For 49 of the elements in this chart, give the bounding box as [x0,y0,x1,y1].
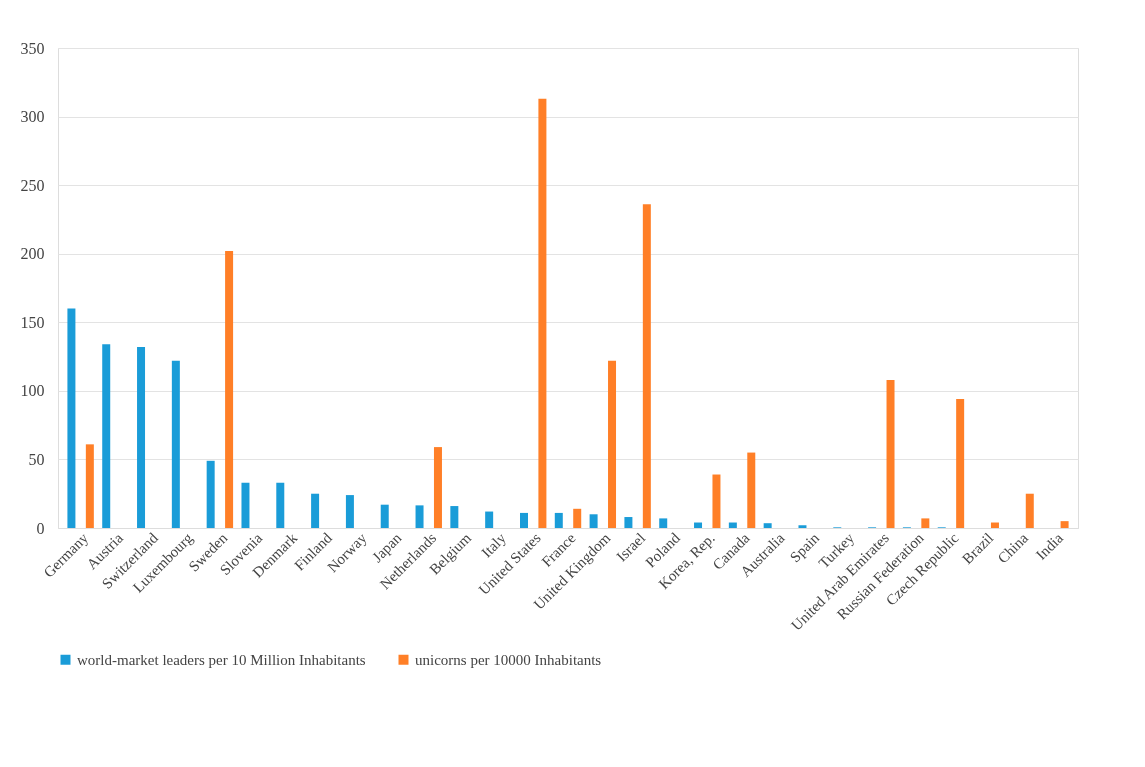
bar [554,512,563,528]
legend-label: unicorns per 10000 Inhabitants [415,651,602,668]
bar [624,517,633,528]
bar [519,512,528,528]
bar [956,399,965,528]
x-tick-label: Italy [478,529,510,561]
bar [137,346,146,528]
bar [225,250,234,528]
x-tick-label: India [1032,529,1067,563]
bar [538,98,547,528]
bar [747,452,756,528]
bar [921,518,930,528]
bar [241,482,250,528]
bar [763,523,772,528]
bar [712,474,721,528]
y-tick-label: 300 [20,108,45,126]
bar [659,518,668,528]
y-tick-label: 100 [20,382,45,400]
bar [798,525,807,528]
bar [171,360,180,528]
y-tick-label: 50 [28,450,45,468]
y-tick-label: 150 [20,313,45,331]
bar [415,505,424,528]
bar [276,482,285,528]
bar [573,508,582,528]
bar [642,204,651,528]
bar [311,493,320,528]
bar [589,514,598,528]
bar [485,511,494,528]
bar [990,522,999,528]
legend-label: world-market leaders per 10 Million Inhabitants [77,651,366,668]
y-tick-label: 250 [20,176,45,194]
bar [102,344,111,528]
y-tick-label: 350 [20,39,45,57]
bar [433,447,442,528]
bar [67,308,76,528]
bar [1060,521,1069,528]
bar [886,379,895,528]
bar [206,460,215,528]
y-tick-label: 0 [36,519,45,537]
bar [345,495,354,528]
bar [85,444,94,528]
bar [450,506,459,528]
bar [380,504,389,528]
bar [728,522,737,528]
y-tick-label: 200 [20,245,45,263]
bar [1025,493,1034,528]
bar [608,360,617,528]
bar [694,522,703,528]
